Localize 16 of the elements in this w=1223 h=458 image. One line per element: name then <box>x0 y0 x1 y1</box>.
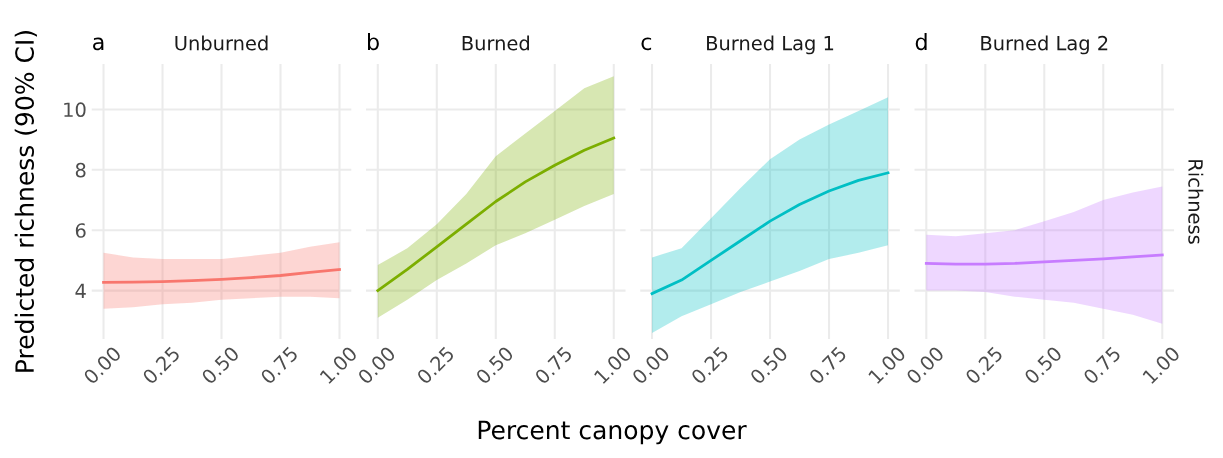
y-tick-label: 4 <box>75 283 86 298</box>
chart-title: Burned Lag 1 <box>707 35 834 55</box>
y-tick-label: 8 <box>75 162 86 178</box>
chart-title: Burned <box>462 35 529 51</box>
text: c <box>641 37 652 51</box>
text: d <box>915 33 927 51</box>
line-series <box>102 268 341 284</box>
text: b <box>368 33 379 51</box>
y-tick-label: 6 <box>75 223 86 238</box>
y-tick-label: 10 <box>64 102 86 118</box>
x-axis-title: Percent canopy cover <box>478 420 747 445</box>
chart-title: Unburned <box>175 35 268 51</box>
y-axis-title: Predicted richness (90% CI) <box>14 31 37 372</box>
chart-title: Burned Lag 2 <box>981 35 1108 55</box>
text: Richness <box>1188 160 1204 244</box>
text: a <box>93 37 104 51</box>
